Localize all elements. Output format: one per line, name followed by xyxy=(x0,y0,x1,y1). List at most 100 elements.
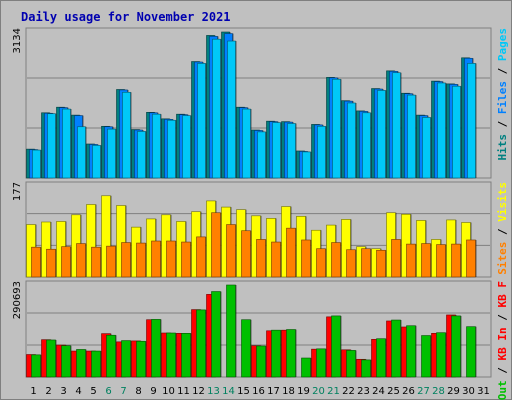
x-tick-label: 18 xyxy=(282,386,295,397)
x-tick-label: 10 xyxy=(162,386,175,397)
bar-pages-day-9 xyxy=(152,113,161,179)
x-tick-label: 7 xyxy=(120,386,126,397)
bar-pages-day-15 xyxy=(242,108,251,179)
bar-sites-day-23 xyxy=(361,248,371,278)
legend-separator: / xyxy=(496,61,509,81)
x-tick-label: 16 xyxy=(252,386,265,397)
bar-sites-day-6 xyxy=(106,245,116,278)
bar-pages-day-25 xyxy=(392,72,401,179)
x-tick-label: 15 xyxy=(237,386,250,397)
y-max-tick-label: 177 xyxy=(12,182,23,201)
bar-pages-day-5 xyxy=(92,145,101,179)
bar-sites-day-28 xyxy=(436,244,446,278)
bar-sites-day-16 xyxy=(256,239,266,278)
y-max-tick-label: 3134 xyxy=(12,28,23,53)
bar-pages-day-12 xyxy=(197,63,206,179)
bar-pages-day-7 xyxy=(122,91,131,179)
bar-sites-day-7 xyxy=(121,242,131,278)
x-tick-label: 21 xyxy=(327,386,340,397)
bar-kb_out-day-24 xyxy=(376,338,386,378)
y-max-tick-label: 290693 xyxy=(12,281,23,319)
bar-kb_out-day-5 xyxy=(91,350,101,378)
x-tick-label: 8 xyxy=(135,386,141,397)
bar-kb_out-day-25 xyxy=(391,319,401,378)
bar-pages-day-13 xyxy=(212,38,221,179)
legend-kb_in: KB In xyxy=(496,327,509,360)
bar-pages-day-22 xyxy=(347,102,356,179)
bar-kb_out-day-12 xyxy=(196,309,206,378)
bar-sites-day-13 xyxy=(211,212,221,278)
bar-kb_out-day-21 xyxy=(331,315,341,378)
x-tick-label: 19 xyxy=(297,386,310,397)
bar-pages-day-3 xyxy=(62,108,71,179)
bar-sites-day-21 xyxy=(331,242,341,278)
bar-sites-day-22 xyxy=(346,249,356,278)
bar-pages-day-11 xyxy=(182,115,191,179)
legend-separator: / xyxy=(496,114,509,134)
bar-kb_out-day-30 xyxy=(466,326,476,378)
x-tick-label: 11 xyxy=(177,386,190,397)
bar-kb_out-day-19 xyxy=(301,357,311,378)
bar-kb_out-day-17 xyxy=(271,329,281,378)
bar-sites-day-5 xyxy=(91,246,101,278)
bar-sites-day-15 xyxy=(241,230,251,278)
x-tick-label: 2 xyxy=(45,386,51,397)
legend-visits: Visits xyxy=(496,182,509,222)
x-tick-label: 1 xyxy=(30,386,36,397)
bar-pages-day-23 xyxy=(362,112,371,179)
bar-kb_out-day-9 xyxy=(151,319,161,378)
bar-pages-day-21 xyxy=(332,78,341,179)
bar-kb_out-day-4 xyxy=(76,349,86,378)
bar-kb_out-day-7 xyxy=(121,340,131,378)
bar-kb_out-day-20 xyxy=(316,348,326,378)
bar-sites-day-20 xyxy=(316,248,326,278)
x-tick-label: 22 xyxy=(342,386,355,397)
bar-sites-day-29 xyxy=(451,243,461,278)
bar-pages-day-8 xyxy=(137,131,146,179)
bar-kb_out-day-14 xyxy=(226,284,236,378)
x-tick-label: 20 xyxy=(312,386,325,397)
bar-kb_out-day-13 xyxy=(211,291,221,378)
bar-sites-day-25 xyxy=(391,239,401,278)
x-tick-label: 14 xyxy=(222,386,235,397)
x-tick-label: 26 xyxy=(402,386,415,397)
x-tick-label: 27 xyxy=(417,386,430,397)
bar-sites-day-26 xyxy=(406,243,416,278)
x-tick-label: 28 xyxy=(432,386,445,397)
bar-pages-day-17 xyxy=(272,122,281,179)
x-tick-label: 12 xyxy=(192,386,205,397)
bar-sites-day-10 xyxy=(166,240,176,278)
legend-hits: Hits xyxy=(496,134,509,161)
x-tick-label: 31 xyxy=(477,386,490,397)
bar-kb_out-day-1 xyxy=(31,354,41,378)
panel-visits-sites: 177 Sites / Visits xyxy=(12,181,509,278)
bar-visits-day-7 xyxy=(116,205,126,278)
legend-separator: / xyxy=(496,222,509,242)
bar-pages-day-6 xyxy=(107,128,116,179)
bar-sites-day-3 xyxy=(61,246,71,278)
x-tick-label: 13 xyxy=(207,386,220,397)
bar-kb_out-day-6 xyxy=(106,334,116,378)
bar-sites-day-2 xyxy=(46,248,56,278)
bar-kb_out-day-27 xyxy=(421,335,431,378)
bar-kb_out-day-3 xyxy=(61,345,71,378)
x-tick-label: 4 xyxy=(75,386,81,397)
bar-pages-day-10 xyxy=(167,119,176,179)
bar-kb_out-day-16 xyxy=(256,345,266,378)
bar-kb_out-day-8 xyxy=(136,340,146,378)
bar-pages-day-30 xyxy=(467,63,476,179)
bar-pages-day-4 xyxy=(77,126,86,179)
bar-kb_out-day-28 xyxy=(436,332,446,378)
legend: KB Out / KB In / KB F xyxy=(496,281,509,401)
x-tick-label: 17 xyxy=(267,386,280,397)
chart-title: Daily usage for November 2021 xyxy=(21,10,231,24)
bar-sites-day-12 xyxy=(196,236,206,278)
legend-separator: / xyxy=(496,308,509,328)
bar-sites-day-11 xyxy=(181,241,191,278)
legend-separator: / xyxy=(496,361,509,381)
bar-sites-day-8 xyxy=(136,242,146,278)
bar-visits-day-6 xyxy=(101,195,111,278)
bar-pages-day-19 xyxy=(302,151,311,179)
